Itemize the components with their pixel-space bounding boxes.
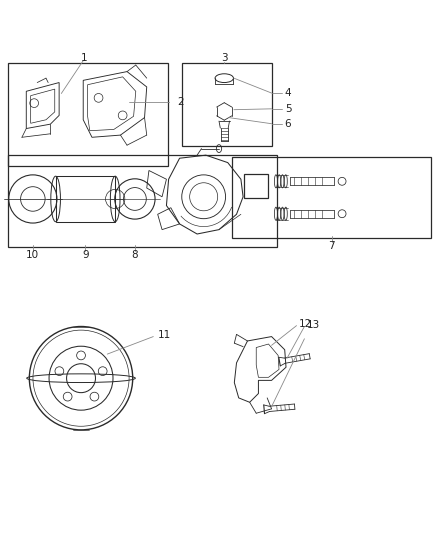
Bar [232,157,431,238]
Text: 9: 9 [82,249,89,260]
Bar [8,155,277,247]
Text: 8: 8 [131,249,138,260]
Text: 10: 10 [26,249,39,260]
Text: 2: 2 [177,97,184,107]
Text: 4: 4 [285,88,291,98]
Text: 7: 7 [328,241,335,251]
Bar [8,63,168,166]
Text: 6: 6 [285,119,291,128]
Text: 5: 5 [285,104,291,114]
Text: 12: 12 [299,319,312,329]
Text: 13: 13 [307,320,320,330]
Text: 1: 1 [81,53,88,63]
Bar [182,63,272,146]
Text: 3: 3 [221,53,228,63]
Text: 11: 11 [158,330,171,340]
Bar [244,174,268,198]
